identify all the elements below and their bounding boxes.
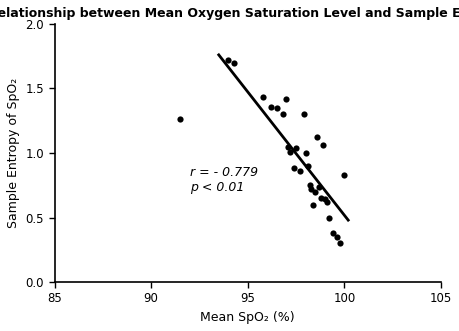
Point xyxy=(329,230,336,236)
Point xyxy=(325,215,333,220)
Text: r = - 0.779
p < 0.01: r = - 0.779 p < 0.01 xyxy=(190,166,258,194)
Title: Relationship between Mean Oxygen Saturation Level and Sample Entropy: Relationship between Mean Oxygen Saturat… xyxy=(0,7,459,20)
Point xyxy=(285,144,292,149)
Point xyxy=(333,234,340,240)
Point xyxy=(306,183,313,188)
Point xyxy=(273,105,280,111)
Point xyxy=(267,104,274,109)
Point xyxy=(341,172,348,177)
Point xyxy=(225,57,232,63)
Point xyxy=(310,202,317,207)
Point xyxy=(296,168,303,174)
Point xyxy=(337,241,344,246)
Point xyxy=(230,60,238,65)
Point xyxy=(176,117,184,122)
Point xyxy=(318,196,325,201)
Point xyxy=(283,96,290,101)
Point xyxy=(312,189,319,194)
Point xyxy=(259,95,267,100)
Point xyxy=(302,150,309,156)
Point xyxy=(286,149,294,154)
Point xyxy=(313,135,321,140)
Point xyxy=(304,163,311,168)
X-axis label: Mean SpO₂ (%): Mean SpO₂ (%) xyxy=(201,311,295,324)
Point xyxy=(315,184,323,189)
Point xyxy=(323,199,330,205)
Point xyxy=(292,145,300,151)
Point xyxy=(300,112,308,117)
Point xyxy=(291,166,298,171)
Point xyxy=(321,197,329,202)
Y-axis label: Sample Entropy of SpO₂: Sample Entropy of SpO₂ xyxy=(7,78,20,228)
Point xyxy=(279,112,286,117)
Point xyxy=(308,186,315,192)
Point xyxy=(319,143,327,148)
